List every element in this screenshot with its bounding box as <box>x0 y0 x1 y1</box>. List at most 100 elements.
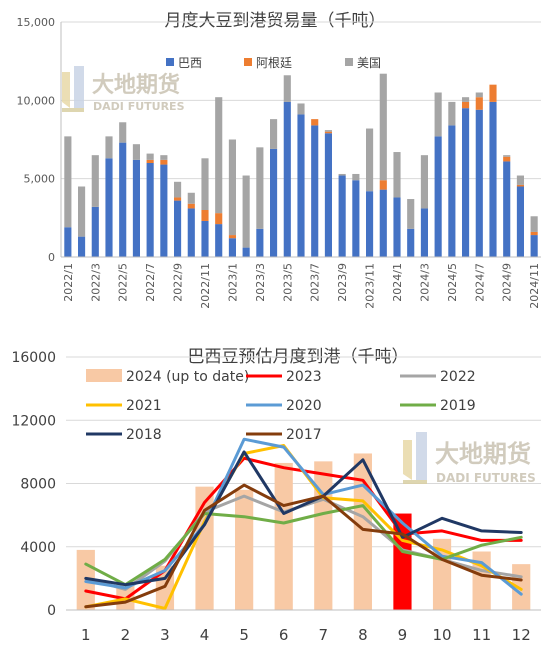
chart1-watermark: 大地期货 DADI FUTURES <box>62 66 185 113</box>
chart1-title: 月度大豆到港贸易量（千吨） <box>165 11 386 31</box>
chart1-bar-segment <box>64 136 72 228</box>
chart1-x-tick-label: 2023/9 <box>336 263 349 302</box>
chart1-watermark-cn: 大地期货 <box>92 72 180 98</box>
chart1-bar-segment <box>132 144 140 160</box>
chart1-bar-segment <box>379 73 387 181</box>
chart2-legend-label: 2022 <box>440 369 476 385</box>
chart1-bar-segment <box>379 180 387 190</box>
chart1-bar-segment <box>174 200 182 257</box>
chart1-bar-segment <box>311 119 319 126</box>
chart1-bar-segment <box>215 97 223 214</box>
chart1-bar-segment <box>242 247 250 257</box>
chart2-legend-item: 2019 <box>400 398 476 414</box>
chart-monthly-soybean-imports: 月度大豆到港贸易量（千吨） 0 5,000 10,000 15,000 大地期货 DA… <box>17 11 542 309</box>
chart1-x-tick-label: 2023/5 <box>281 263 294 302</box>
chart1-bar-segment <box>242 175 250 248</box>
chart1-y-ticks: 0 5,000 10,000 15,000 <box>17 16 56 264</box>
chart1-bar-segment <box>78 236 86 257</box>
chart1-x-tick-label: 2023/1 <box>226 263 239 302</box>
chart1-x-tick-label: 2022/11 <box>199 263 212 309</box>
legend-label-brazil: 巴西 <box>178 56 202 70</box>
chart1-bar-segment <box>201 220 209 257</box>
chart1-bar-segment <box>379 189 387 257</box>
chart1-y-tick-label: 15,000 <box>17 16 56 29</box>
chart2-bar <box>314 461 333 610</box>
chart1-bar-segment <box>503 161 511 257</box>
chart1-x-tick-label: 2024/9 <box>501 263 514 302</box>
chart1-bar-segment <box>475 97 483 110</box>
chart1-bar-segment <box>338 175 346 257</box>
chart1-x-tick-label: 2022/7 <box>144 263 157 302</box>
chart1-bar-segment <box>119 142 127 257</box>
chart2-x-tick-label: 4 <box>200 626 210 644</box>
chart1-bar-segment <box>489 101 497 258</box>
chart1-bar-segment <box>283 101 291 258</box>
chart1-bar-segment <box>434 92 442 137</box>
chart1-bar-segment <box>352 173 360 181</box>
chart1-bar-segment <box>78 186 86 237</box>
chart2-x-tick-label: 5 <box>239 626 249 644</box>
chart2-watermark-cn: 大地期货 <box>435 440 531 468</box>
chart1-bar-segment <box>105 158 113 257</box>
chart2-legend-label: 2017 <box>286 427 322 443</box>
chart1-bar-segment <box>64 227 72 257</box>
chart1-bar-segment <box>516 186 524 257</box>
chart1-bar-segment <box>174 181 182 198</box>
chart1-x-tick-label: 2022/5 <box>117 263 130 302</box>
chart1-x-tick-label: 2022/3 <box>89 263 102 302</box>
legend-swatch-brazil <box>166 58 174 66</box>
chart1-bar-segment <box>393 152 401 198</box>
chart1-x-tick-label: 2023/7 <box>309 263 322 302</box>
chart1-bar-segment <box>462 97 470 102</box>
chart2-legend-item: 2021 <box>86 398 162 414</box>
chart1-bar-segment <box>530 216 538 232</box>
chart2-x-tick-label: 10 <box>432 626 451 644</box>
chart1-bar-segment <box>187 208 195 257</box>
chart1-bar-segment <box>462 108 470 258</box>
chart1-bar-segment <box>228 139 236 236</box>
chart1-bar-segment <box>530 231 538 236</box>
chart2-legend-item: 2022 <box>400 369 476 385</box>
chart1-watermark-en: DADI FUTURES <box>93 100 185 113</box>
chart2-legend-label: 2023 <box>286 369 322 385</box>
chart1-bar-segment <box>407 199 415 229</box>
chart1-bars <box>64 73 538 258</box>
chart1-bar-segment <box>503 155 511 157</box>
chart2-x-tick-label: 2 <box>121 626 131 644</box>
chart1-bar-segment <box>503 156 511 162</box>
chart1-bar-segment <box>91 155 99 207</box>
chart1-bar-segment <box>119 122 127 143</box>
legend-item-argentina: 阿根廷 <box>244 56 292 70</box>
chart2-legend-item: 2023 <box>246 369 322 385</box>
chart2-x-tick-label: 12 <box>512 626 531 644</box>
chart2-legend-item: 2024 (up to date) <box>86 369 249 385</box>
chart2-legend-label: 2024 (up to date) <box>126 369 249 385</box>
chart1-bar-segment <box>530 235 538 257</box>
chart2-bar <box>353 453 372 610</box>
chart2-x-tick-label: 8 <box>358 626 368 644</box>
chart1-bar-segment <box>324 130 332 132</box>
chart1-bar-segment <box>91 206 99 257</box>
chart1-bar-segment <box>256 228 264 257</box>
chart2-bar <box>274 462 293 610</box>
chart2-line-2019 <box>84 504 523 587</box>
chart1-bar-segment <box>462 101 470 109</box>
chart2-x-tick-label: 9 <box>398 626 408 644</box>
chart1-bar-segment <box>489 84 497 102</box>
chart1-bar-segment <box>297 103 305 115</box>
chart2-legend-item: 2017 <box>246 427 322 443</box>
chart1-x-tick-label: 2023/3 <box>254 263 267 302</box>
chart1-bar-segment <box>160 155 168 160</box>
chart1-bar-segment <box>516 184 524 187</box>
chart1-bar-segment <box>132 159 140 257</box>
chart1-bar-segment <box>420 155 428 209</box>
chart1-x-tick-labels: 2022/1 2022/3 2022/5 2022/7 2022/9 2022/11 202… <box>62 263 541 309</box>
legend-swatch-argentina <box>244 58 252 66</box>
chart1-bar-segment <box>434 136 442 257</box>
chart1-bar-segment <box>228 238 236 257</box>
chart1-bar-segment <box>407 228 415 257</box>
chart1-bar-segment <box>256 147 264 229</box>
chart2-x-tick-label: 1 <box>81 626 91 644</box>
chart1-bar-segment <box>516 175 524 185</box>
chart1-bar-segment <box>201 210 209 221</box>
